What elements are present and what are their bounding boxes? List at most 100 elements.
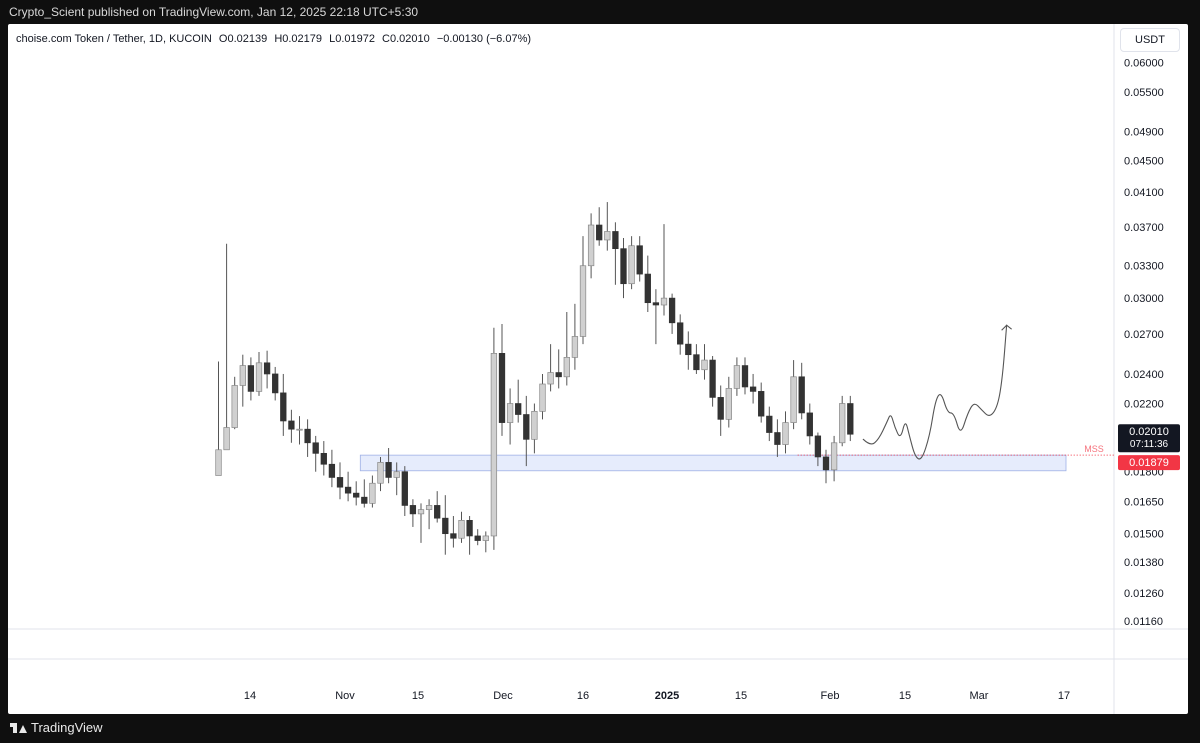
x-tick-label: 15 bbox=[412, 690, 424, 702]
candle-up[interactable] bbox=[296, 428, 303, 431]
candle-down[interactable] bbox=[353, 492, 360, 498]
candle-down[interactable] bbox=[766, 415, 773, 433]
candle-down[interactable] bbox=[263, 362, 271, 375]
candle-down[interactable] bbox=[272, 373, 279, 394]
candle-down[interactable] bbox=[596, 224, 603, 241]
candle-up[interactable] bbox=[660, 297, 668, 306]
candle-down[interactable] bbox=[498, 353, 506, 423]
candle-down[interactable] bbox=[814, 435, 822, 458]
candle-up[interactable] bbox=[587, 224, 595, 267]
candle-down[interactable] bbox=[320, 452, 327, 465]
candle-down[interactable] bbox=[806, 412, 813, 437]
candle-down[interactable] bbox=[523, 414, 530, 440]
candle-up[interactable] bbox=[506, 403, 514, 423]
candle-down[interactable] bbox=[515, 403, 522, 415]
candle-down[interactable] bbox=[328, 463, 336, 478]
x-tick-label: Nov bbox=[335, 690, 355, 702]
candle-down[interactable] bbox=[442, 517, 449, 535]
y-tick-label: 0.05500 bbox=[1124, 87, 1164, 99]
candle-down[interactable] bbox=[847, 403, 854, 435]
published-by-text: Crypto_Scient published on TradingView.c… bbox=[9, 5, 419, 19]
y-tick-label: 0.02200 bbox=[1124, 399, 1164, 411]
candle-down[interactable] bbox=[247, 365, 255, 392]
candle-up[interactable] bbox=[628, 245, 635, 285]
y-tick-label: 0.04900 bbox=[1124, 126, 1164, 138]
currency-selector[interactable]: USDT bbox=[1120, 28, 1180, 52]
candle-up[interactable] bbox=[547, 372, 554, 385]
candle-down[interactable] bbox=[555, 372, 562, 378]
candle-up[interactable] bbox=[782, 422, 789, 445]
candle-down[interactable] bbox=[409, 505, 417, 515]
candle-up[interactable] bbox=[417, 509, 425, 515]
candle-up[interactable] bbox=[830, 442, 838, 471]
candle-up[interactable] bbox=[563, 357, 570, 378]
chart-panel[interactable]: 0.06000 0.05500 0.04900 0.04500 0.04100 0.037… bbox=[8, 24, 1188, 714]
candle-down[interactable] bbox=[312, 442, 319, 454]
candle-up[interactable] bbox=[369, 482, 376, 504]
candle-up[interactable] bbox=[255, 362, 263, 392]
candle-down[interactable] bbox=[361, 496, 368, 504]
mss-label: MSS bbox=[1084, 444, 1104, 454]
candle-down[interactable] bbox=[652, 302, 660, 306]
candle-up[interactable] bbox=[725, 388, 732, 420]
candle-down[interactable] bbox=[474, 535, 481, 541]
candle-up[interactable] bbox=[393, 471, 400, 478]
candle-down[interactable] bbox=[685, 343, 692, 356]
candle-up[interactable] bbox=[458, 519, 465, 539]
candle-down[interactable] bbox=[336, 477, 344, 488]
x-tick-label: Mar bbox=[970, 690, 989, 702]
candle-up[interactable] bbox=[579, 265, 587, 337]
candle-up[interactable] bbox=[733, 365, 741, 389]
candle-down[interactable] bbox=[636, 245, 643, 275]
candle-up[interactable] bbox=[239, 365, 246, 386]
candle-down[interactable] bbox=[466, 519, 473, 537]
candle-down[interactable] bbox=[385, 462, 392, 478]
candle-down[interactable] bbox=[741, 365, 749, 388]
candle-down[interactable] bbox=[717, 397, 724, 420]
candle-up[interactable] bbox=[482, 535, 489, 541]
y-tick-label: 0.02400 bbox=[1124, 369, 1164, 381]
candle-up[interactable] bbox=[223, 427, 230, 451]
candle-up[interactable] bbox=[839, 403, 846, 444]
candle-down[interactable] bbox=[693, 354, 700, 371]
y-tick-label: 0.03700 bbox=[1124, 222, 1164, 234]
y-tick-label: 0.01500 bbox=[1124, 529, 1164, 541]
candle-up[interactable] bbox=[790, 376, 797, 423]
candle-down[interactable] bbox=[822, 456, 830, 471]
candle-down[interactable] bbox=[668, 297, 676, 324]
candle-down[interactable] bbox=[344, 486, 352, 494]
candle-down[interactable] bbox=[288, 420, 295, 430]
candle-down[interactable] bbox=[774, 432, 781, 445]
candle-up[interactable] bbox=[425, 505, 433, 510]
candle-up[interactable] bbox=[377, 462, 384, 484]
candle-up[interactable] bbox=[571, 336, 579, 358]
tradingview-logo[interactable]: TradingView bbox=[10, 720, 103, 735]
projection-path[interactable] bbox=[862, 324, 1008, 460]
symbol-title[interactable]: choise.com Token / Tether, 1D, KUCOIN bbox=[16, 33, 212, 45]
last-price-badge bbox=[1118, 424, 1180, 453]
candle-down[interactable] bbox=[280, 392, 287, 422]
candle-up[interactable] bbox=[701, 359, 708, 371]
mss-price-badge bbox=[1118, 455, 1180, 471]
candle-down[interactable] bbox=[620, 248, 627, 285]
candle-down[interactable] bbox=[798, 376, 805, 414]
candle-up[interactable] bbox=[531, 410, 538, 440]
candle-down[interactable] bbox=[644, 273, 651, 304]
candlestick-chart[interactable]: 0.06000 0.05500 0.04900 0.04500 0.04100 0.037… bbox=[8, 24, 1188, 714]
candle-up[interactable] bbox=[539, 383, 546, 412]
candle-down[interactable] bbox=[304, 428, 311, 444]
candle-down[interactable] bbox=[758, 391, 765, 417]
candle-up[interactable] bbox=[604, 231, 611, 241]
candle-down[interactable] bbox=[677, 322, 684, 345]
projection-arrowhead bbox=[1001, 324, 1012, 331]
candle-up[interactable] bbox=[490, 353, 498, 537]
candle-down[interactable] bbox=[450, 533, 457, 539]
candle-down[interactable] bbox=[612, 231, 619, 250]
candle-down[interactable] bbox=[434, 505, 441, 519]
candle-down[interactable] bbox=[401, 471, 408, 506]
demand-zone[interactable] bbox=[359, 454, 1067, 472]
candle-down[interactable] bbox=[709, 359, 716, 398]
candle-up[interactable] bbox=[215, 449, 222, 476]
candle-up[interactable] bbox=[231, 385, 238, 428]
candle-down[interactable] bbox=[749, 386, 757, 392]
